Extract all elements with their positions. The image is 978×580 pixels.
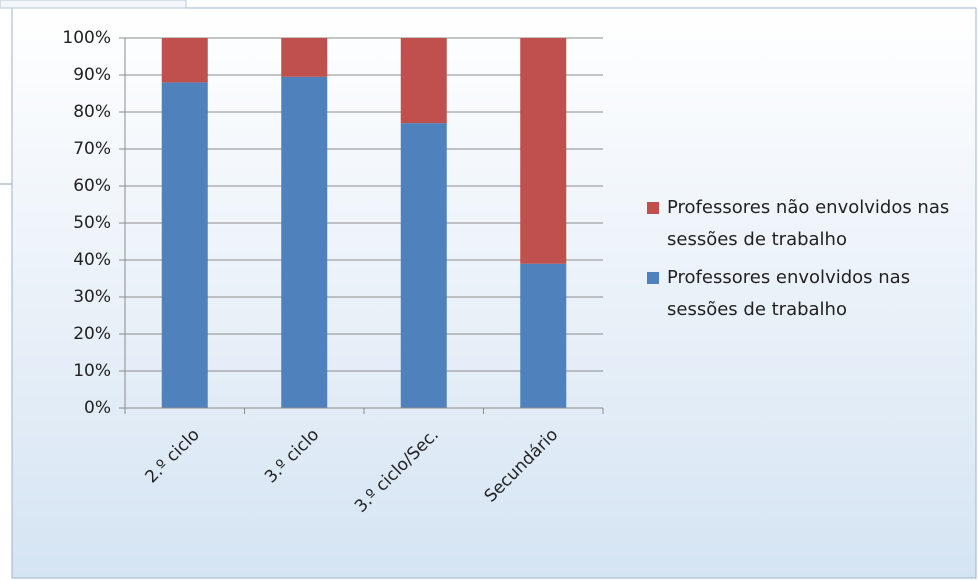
- legend-swatch: [647, 202, 659, 214]
- window-fragment: [0, 0, 187, 9]
- y-tick-label: 50%: [73, 213, 111, 233]
- y-tick-label: 40%: [73, 250, 111, 270]
- bar-segment: [400, 38, 447, 124]
- y-tick-label: 70%: [73, 139, 111, 159]
- y-tick-label: 100%: [62, 28, 111, 48]
- y-tick-label: 30%: [73, 287, 111, 307]
- legend-label: Professores não envolvidos nas sessões d…: [667, 197, 950, 250]
- bar-segment: [281, 38, 328, 77]
- legend-label: Professores envolvidos nas sessões de tr…: [667, 267, 911, 320]
- y-tick-label: 80%: [73, 102, 111, 122]
- bar-segment: [520, 38, 567, 264]
- bar-segment: [161, 38, 208, 83]
- bar-segment: [520, 263, 567, 408]
- y-tick-label: 60%: [73, 176, 111, 196]
- legend-entry: Professores envolvidos nas sessões de tr…: [647, 262, 967, 326]
- bar-segment: [281, 76, 328, 408]
- legend-entry: Professores não envolvidos nas sessões d…: [647, 192, 967, 256]
- y-tick-label: 90%: [73, 65, 111, 85]
- legend: Professores não envolvidos nas sessões d…: [647, 192, 967, 332]
- y-tick-label: 20%: [73, 324, 111, 344]
- bar-segment: [400, 123, 447, 408]
- y-tick-label: 0%: [84, 398, 111, 418]
- legend-swatch: [647, 272, 659, 284]
- y-tick-label: 10%: [73, 361, 111, 381]
- bar-segment: [161, 82, 208, 409]
